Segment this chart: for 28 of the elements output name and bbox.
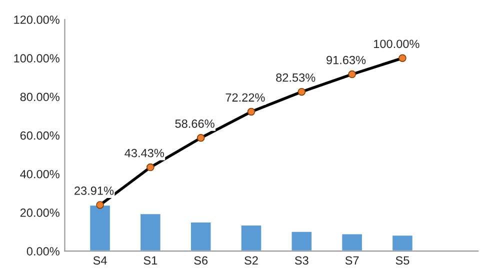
bar <box>391 234 414 252</box>
data-label: 82.53% <box>276 73 316 82</box>
x-tick-label: S4 <box>93 256 107 265</box>
bar <box>139 212 162 252</box>
bar <box>190 221 212 252</box>
x-tick-label: S3 <box>294 256 308 265</box>
y-tick-label: 0.00% <box>26 247 60 256</box>
x-tick-label: S1 <box>144 256 158 265</box>
y-tick-label: 60.00% <box>20 131 60 140</box>
y-tick-label: 80.00% <box>20 92 60 102</box>
data-label: 43.43% <box>124 148 164 158</box>
bar <box>88 204 112 252</box>
data-label: 91.63% <box>326 56 366 64</box>
data-label: 23.91% <box>74 186 114 195</box>
y-tick-label: 100.00% <box>14 54 60 63</box>
data-label: 58.66% <box>175 119 214 128</box>
x-tick-label: S7 <box>345 256 359 265</box>
y-tick-label: 120.00% <box>14 16 60 24</box>
bar <box>240 224 263 252</box>
x-tick-label: S5 <box>396 256 410 265</box>
data-label: 72.22% <box>226 93 265 102</box>
y-tick-label: 20.00% <box>20 208 60 217</box>
y-tick-label: 40.00% <box>20 170 60 178</box>
x-tick-label: S2 <box>244 256 258 265</box>
bar <box>340 232 364 252</box>
x-tick-label: S6 <box>194 256 208 265</box>
bar <box>290 230 313 252</box>
data-label: 100.00% <box>374 40 420 48</box>
